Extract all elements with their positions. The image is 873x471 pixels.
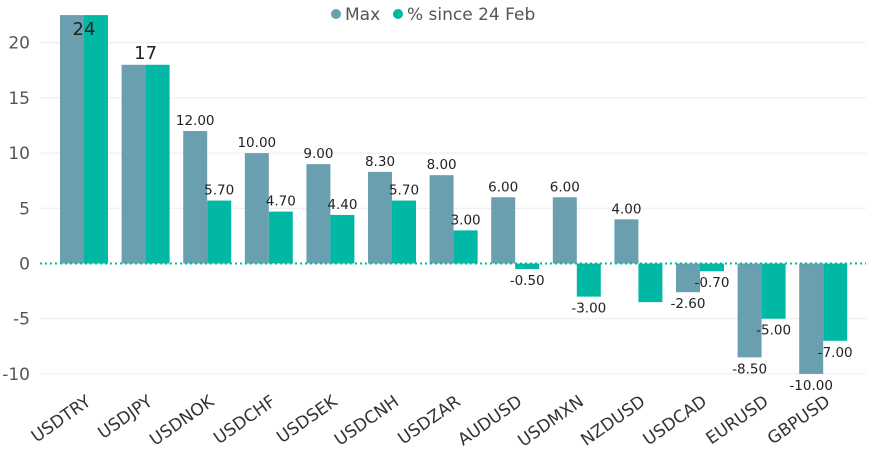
bar-max-usdchf[interactable] — [244, 153, 269, 264]
data-label: 9.00 — [303, 146, 333, 162]
data-label: 3.00 — [451, 212, 481, 228]
bar-max-usdcad[interactable] — [676, 263, 700, 293]
bar-since-24-feb-usdcnh[interactable] — [392, 200, 416, 264]
data-label: 10.00 — [237, 135, 276, 151]
bars — [60, 15, 848, 374]
data-label: 5.70 — [204, 183, 234, 199]
data-label: -7.00 — [818, 345, 853, 361]
x-tick-label-usdmxn: USDMXN — [514, 392, 587, 452]
x-tick-label-eurusd: EURUSD — [703, 392, 773, 449]
data-label: 6.00 — [550, 179, 580, 195]
x-tick-label-usdtry: USDTRY — [28, 391, 96, 447]
bar-since-24-feb-usdzar[interactable] — [453, 230, 478, 264]
legend-swatch-max — [331, 9, 341, 19]
bar-max-audusd[interactable] — [491, 197, 516, 264]
data-label: 5.70 — [389, 183, 419, 199]
data-label: 8.30 — [365, 154, 395, 170]
bar-since-24-feb-gbpusd[interactable] — [823, 263, 848, 341]
bar-max-usdmxn[interactable] — [552, 197, 577, 264]
x-tick-label-usdchf: USDCHF — [210, 392, 279, 449]
bar-since-24-feb-usdcad[interactable] — [700, 263, 724, 272]
legend[interactable]: Max % since 24 Feb — [331, 5, 535, 25]
bar-max-usdtry[interactable] — [60, 15, 84, 264]
data-label: 4.70 — [266, 194, 296, 210]
x-tick-label-usdcnh: USDCNH — [331, 392, 403, 451]
legend-swatch-since-24-feb — [393, 9, 403, 19]
y-tick-label: 10 — [8, 144, 30, 164]
data-label: 6.00 — [488, 179, 518, 195]
y-tick-label: 0 — [19, 255, 30, 275]
legend-label-since-24-feb: % since 24 Feb — [407, 5, 535, 25]
x-tick-label-usdzar: USDZAR — [394, 392, 464, 449]
data-label: 12.00 — [176, 113, 215, 129]
data-label: -2.60 — [671, 296, 706, 312]
x-tick-label-usdnok: USDNOK — [146, 391, 218, 450]
y-tick-label: -10 — [2, 365, 30, 385]
data-label: 4.00 — [611, 201, 641, 217]
data-label: 8.00 — [427, 157, 457, 173]
data-label: -8.50 — [732, 361, 767, 377]
x-tick-label-usdcad: USDCAD — [640, 392, 711, 450]
x-tick-label-gbpusd: GBPUSD — [764, 392, 834, 449]
x-tick-label-nzdusd: NZDUSD — [577, 392, 649, 451]
bar-since-24-feb-usdtry[interactable] — [84, 15, 108, 264]
data-label: -0.70 — [695, 275, 730, 291]
data-label: 4.40 — [327, 197, 357, 213]
bar-since-24-feb-nzdusd[interactable] — [638, 263, 663, 303]
bar-max-usdcnh[interactable] — [368, 171, 392, 264]
gridlines — [40, 42, 866, 375]
bar-since-24-feb-usdchf[interactable] — [268, 211, 293, 264]
bar-max-usdnok[interactable] — [183, 131, 208, 264]
bar-since-24-feb-usdnok[interactable] — [207, 200, 232, 264]
y-tick-label: -5 — [13, 310, 30, 330]
data-label: -3.00 — [571, 301, 606, 317]
data-label: -10.00 — [789, 378, 833, 394]
y-tick-label: 5 — [19, 199, 30, 219]
x-tick-label-audusd: AUDUSD — [454, 392, 526, 451]
data-labels: 12.00 5.70 10.00 4.70 9.00 4.40 8.30 5.70 8.00 3.… — [73, 19, 853, 394]
x-tick-label-usdsek: USDSEK — [273, 391, 342, 447]
annotation-label: 24 — [73, 19, 96, 40]
bar-since-24-feb-usdsek[interactable] — [330, 214, 355, 264]
data-label: -5.00 — [756, 323, 791, 339]
bar-max-nzdusd[interactable] — [614, 219, 639, 264]
y-tick-label: 20 — [8, 34, 30, 54]
y-tick-label: 15 — [8, 89, 30, 109]
bar-since-24-feb-usdjpy[interactable] — [145, 64, 170, 264]
x-axis: USDTRY USDJPYUSDNOKUSDCHFUSDSEKUSDCNHUSDZ… — [28, 391, 834, 451]
annotation-label: 17 — [134, 43, 157, 64]
bar-max-gbpusd[interactable] — [799, 263, 824, 374]
bar-max-usdsek[interactable] — [306, 164, 331, 264]
bar-max-usdjpy[interactable] — [121, 64, 146, 264]
bar-since-24-feb-usdmxn[interactable] — [576, 263, 601, 297]
bar-max-eurusd[interactable] — [737, 263, 762, 358]
bar-since-24-feb-audusd[interactable] — [515, 263, 540, 270]
bar-since-24-feb-eurusd[interactable] — [761, 263, 786, 319]
y-axis: 20 15 10 5 0 -5 -10 — [2, 34, 30, 385]
data-label: -0.50 — [510, 273, 545, 289]
bar-max-usdzar[interactable] — [429, 175, 454, 264]
legend-label-max: Max — [345, 5, 380, 25]
